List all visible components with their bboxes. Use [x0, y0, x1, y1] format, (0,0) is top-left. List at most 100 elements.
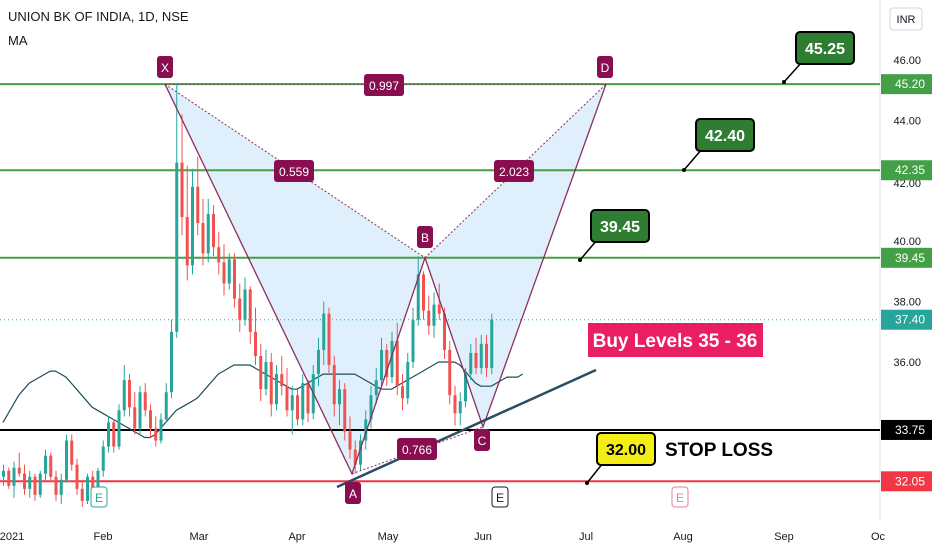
candle-body[interactable]: [275, 374, 278, 405]
candle-body[interactable]: [427, 310, 431, 326]
candle-body[interactable]: [306, 383, 310, 414]
candle-body[interactable]: [296, 395, 299, 420]
candle-body[interactable]: [469, 352, 473, 375]
candle-body[interactable]: [380, 349, 383, 381]
candle-body[interactable]: [364, 419, 368, 441]
candle-body[interactable]: [353, 449, 357, 465]
candle-body[interactable]: [149, 410, 152, 429]
candle-body[interactable]: [317, 349, 320, 375]
buy-levels-label: Buy Levels 35 - 36: [593, 331, 758, 352]
candle-body[interactable]: [17, 467, 21, 474]
candle-body[interactable]: [7, 470, 11, 486]
candle-body[interactable]: [91, 476, 95, 492]
candle-body[interactable]: [369, 395, 373, 420]
candle-body[interactable]: [264, 362, 268, 390]
candle-body[interactable]: [143, 392, 147, 411]
candle-body[interactable]: [233, 259, 236, 299]
candle-body[interactable]: [180, 162, 184, 218]
candle-body[interactable]: [474, 352, 478, 369]
candle-body[interactable]: [227, 259, 231, 284]
candle-body[interactable]: [332, 365, 336, 405]
candle-body[interactable]: [290, 395, 294, 411]
candle-body[interactable]: [164, 392, 168, 420]
candle-body[interactable]: [338, 389, 341, 405]
earnings-marker[interactable]: [90, 486, 108, 508]
candle-body[interactable]: [122, 380, 126, 411]
candle-body[interactable]: [254, 331, 257, 356]
candle-body[interactable]: [458, 401, 462, 414]
candle-body[interactable]: [96, 470, 100, 492]
candle-body[interactable]: [485, 343, 488, 369]
candle-body[interactable]: [222, 262, 226, 284]
candle-body[interactable]: [154, 428, 158, 441]
candle-body[interactable]: [54, 476, 58, 495]
candle-body[interactable]: [12, 467, 16, 486]
candle-body[interactable]: [280, 374, 284, 387]
earnings-marker[interactable]: [671, 486, 689, 508]
candle-body[interactable]: [422, 274, 425, 311]
candle-body[interactable]: [359, 440, 362, 465]
candle-body[interactable]: [453, 395, 457, 414]
candle-body[interactable]: [185, 217, 189, 266]
candle-body[interactable]: [437, 304, 441, 314]
candle-body[interactable]: [395, 340, 399, 387]
candle-body[interactable]: [432, 304, 436, 326]
candle-body[interactable]: [448, 349, 452, 396]
candle-body[interactable]: [33, 476, 37, 495]
candle-body[interactable]: [269, 362, 273, 405]
candle-body[interactable]: [44, 455, 47, 474]
candle-body[interactable]: [259, 355, 263, 390]
candle-body[interactable]: [217, 247, 221, 263]
candle-body[interactable]: [133, 407, 137, 429]
candle-body[interactable]: [170, 331, 173, 393]
candle-body[interactable]: [406, 362, 410, 399]
candle-body[interactable]: [107, 422, 110, 447]
candle-body[interactable]: [191, 186, 194, 266]
candle-body[interactable]: [28, 476, 32, 489]
candle-body[interactable]: [65, 440, 68, 480]
candle-body[interactable]: [374, 380, 378, 396]
candle-body[interactable]: [248, 289, 252, 332]
candle-body[interactable]: [38, 473, 42, 495]
candle-body[interactable]: [201, 223, 205, 254]
candle-body[interactable]: [385, 349, 389, 378]
candle-body[interactable]: [159, 419, 163, 441]
candle-body[interactable]: [416, 274, 420, 320]
candle-body[interactable]: [390, 340, 394, 378]
candle-body[interactable]: [348, 431, 352, 450]
candle-body[interactable]: [80, 488, 84, 501]
candle-body[interactable]: [401, 386, 404, 399]
candle-body[interactable]: [479, 343, 483, 369]
candle-body[interactable]: [70, 440, 74, 465]
candle-body[interactable]: [322, 313, 326, 350]
candle-body[interactable]: [117, 410, 121, 447]
candle-body[interactable]: [101, 446, 105, 471]
candle-body[interactable]: [411, 319, 415, 362]
candle-body[interactable]: [196, 186, 200, 224]
earnings-marker[interactable]: [491, 486, 509, 508]
candle-body[interactable]: [490, 319, 494, 369]
candle-body[interactable]: [343, 389, 347, 432]
candle-body[interactable]: [128, 380, 131, 408]
candle-body[interactable]: [75, 464, 79, 489]
candle-body[interactable]: [2, 470, 5, 477]
candle-body[interactable]: [238, 298, 242, 320]
price-tag-label: 32.05: [895, 474, 925, 488]
candle-body[interactable]: [464, 374, 467, 402]
candle-body[interactable]: [327, 313, 331, 366]
candle-body[interactable]: [59, 479, 63, 495]
candle-body[interactable]: [23, 473, 26, 489]
candle-body[interactable]: [86, 476, 89, 501]
candle-body[interactable]: [138, 392, 142, 429]
candle-body[interactable]: [285, 386, 289, 411]
candle-body[interactable]: [112, 422, 116, 447]
candle-body[interactable]: [49, 455, 53, 477]
candle-body[interactable]: [443, 313, 446, 350]
candle-body[interactable]: [212, 214, 215, 248]
candle-body[interactable]: [301, 383, 305, 420]
candle-body[interactable]: [175, 162, 179, 332]
candle-body[interactable]: [206, 214, 210, 254]
trend-line[interactable]: [336, 368, 597, 489]
candle-body[interactable]: [243, 289, 247, 320]
